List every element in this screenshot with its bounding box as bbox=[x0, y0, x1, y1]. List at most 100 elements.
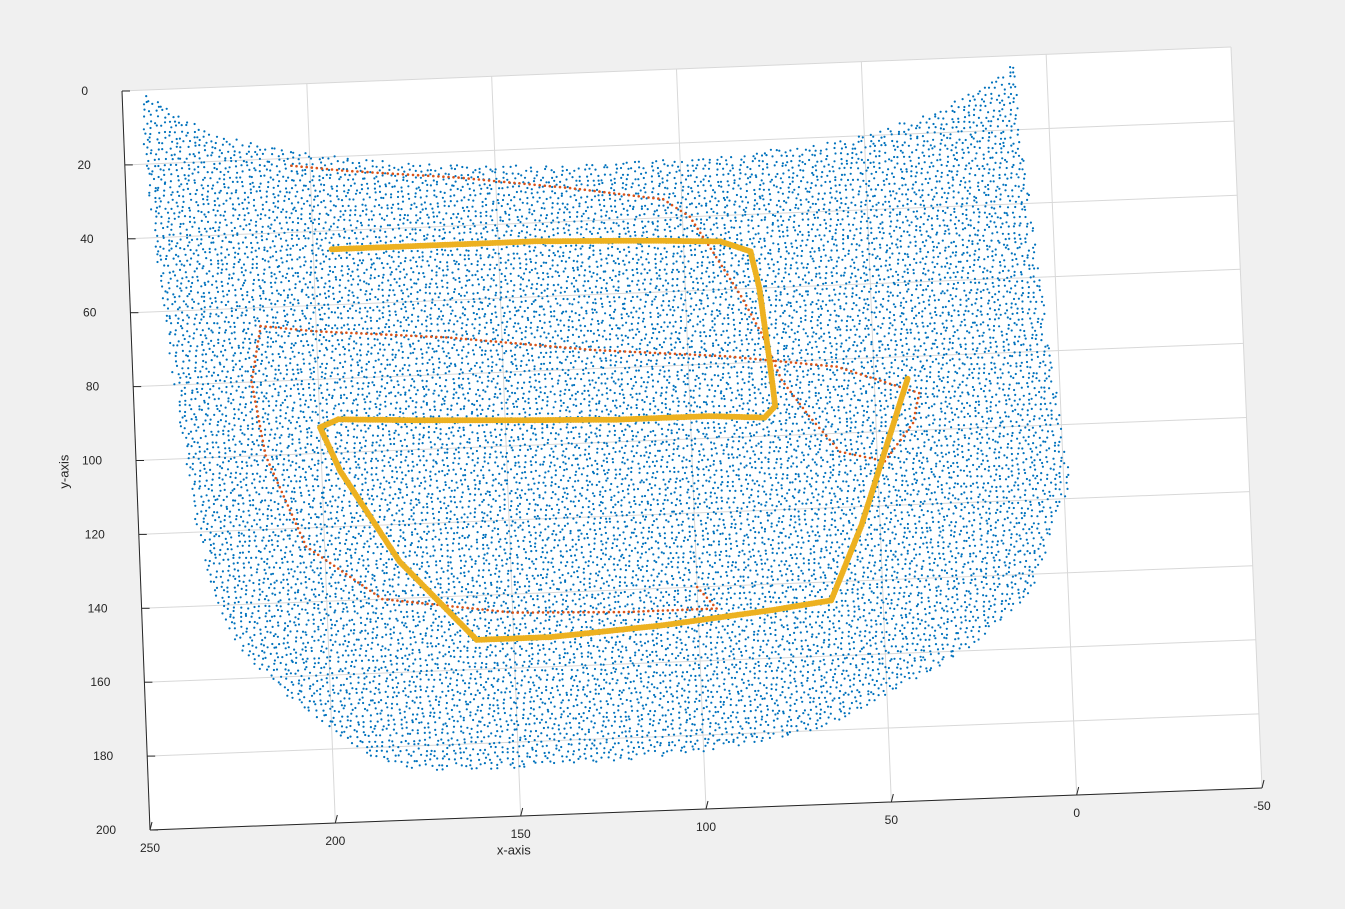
cloud-point bbox=[175, 163, 178, 166]
cloud-point bbox=[1023, 177, 1026, 180]
cloud-point bbox=[936, 262, 939, 265]
cloud-point bbox=[205, 257, 208, 260]
cloud-point bbox=[549, 267, 552, 270]
cloud-point bbox=[480, 232, 483, 235]
cloud-point bbox=[790, 242, 793, 245]
cloud-point bbox=[354, 213, 357, 216]
cloud-point bbox=[834, 176, 837, 179]
cloud-point bbox=[204, 283, 207, 286]
cloud-point bbox=[273, 273, 276, 276]
cloud-point bbox=[190, 198, 193, 201]
cloud-point bbox=[407, 295, 410, 298]
cloud-point bbox=[327, 289, 330, 293]
cloud-point bbox=[754, 300, 757, 303]
cloud-point bbox=[192, 153, 195, 156]
cloud-point bbox=[780, 304, 783, 307]
cloud-point bbox=[783, 287, 786, 290]
cloud-point bbox=[263, 327, 266, 330]
cloud-point bbox=[758, 164, 761, 167]
cloud-point bbox=[821, 171, 824, 174]
cloud-point bbox=[259, 217, 262, 220]
cloud-point bbox=[350, 283, 353, 286]
cloud-point bbox=[178, 194, 181, 197]
cloud-point bbox=[200, 307, 203, 310]
cloud-point bbox=[701, 272, 704, 275]
cloud-point bbox=[403, 276, 406, 279]
cloud-point bbox=[979, 290, 983, 293]
cloud-point bbox=[200, 238, 203, 241]
cloud-point bbox=[225, 262, 229, 265]
cloud-point bbox=[831, 274, 834, 278]
cloud-point bbox=[393, 166, 396, 169]
cloud-point bbox=[935, 180, 939, 183]
cloud-point bbox=[170, 154, 173, 157]
cloud-point bbox=[306, 307, 309, 310]
cloud-point bbox=[162, 247, 165, 250]
cloud-point bbox=[891, 275, 894, 278]
cloud-point bbox=[642, 167, 645, 170]
cloud-point bbox=[153, 158, 156, 161]
cloud-point bbox=[1012, 71, 1015, 74]
cloud-point bbox=[1012, 163, 1015, 167]
cloud-point bbox=[938, 224, 941, 227]
cloud-point bbox=[988, 212, 991, 216]
cloud-point bbox=[333, 216, 336, 219]
y-grid-line bbox=[127, 194, 1238, 240]
cloud-point bbox=[659, 314, 662, 317]
cloud-point bbox=[319, 232, 322, 235]
cloud-point bbox=[228, 240, 231, 243]
cloud-point bbox=[328, 285, 331, 288]
cloud-point bbox=[801, 278, 805, 281]
cloud-point bbox=[384, 193, 387, 196]
cloud-point bbox=[301, 174, 304, 177]
cloud-point bbox=[256, 317, 259, 320]
cloud-point bbox=[218, 221, 222, 224]
cloud-point bbox=[667, 196, 671, 199]
cloud-point bbox=[521, 278, 525, 281]
cloud-point bbox=[568, 211, 571, 214]
cloud-point bbox=[460, 199, 463, 202]
cloud-point bbox=[709, 200, 712, 203]
cloud-point bbox=[672, 290, 675, 293]
cloud-point bbox=[399, 214, 402, 217]
cloud-point bbox=[771, 221, 775, 225]
cloud-point bbox=[365, 299, 369, 302]
cloud-point bbox=[882, 231, 885, 235]
cloud-point bbox=[193, 323, 196, 326]
cloud-point bbox=[690, 297, 693, 300]
cloud-point bbox=[920, 233, 923, 236]
cloud-point bbox=[1013, 270, 1016, 273]
cloud-point bbox=[348, 219, 351, 222]
cloud-point bbox=[412, 271, 415, 274]
cloud-point bbox=[920, 172, 923, 175]
cloud-point bbox=[533, 315, 536, 318]
cloud-point bbox=[689, 249, 693, 252]
cloud-point bbox=[170, 173, 173, 176]
cloud-point bbox=[700, 277, 703, 280]
cloud-point bbox=[351, 317, 354, 320]
cloud-point bbox=[795, 261, 798, 264]
cloud-point bbox=[360, 262, 363, 265]
cloud-point bbox=[242, 228, 245, 231]
cloud-point bbox=[498, 187, 501, 190]
cloud-point bbox=[162, 169, 165, 172]
cloud-point bbox=[755, 175, 758, 179]
cloud-point bbox=[226, 248, 229, 251]
cloud-point bbox=[556, 216, 559, 219]
cloud-point bbox=[746, 177, 750, 180]
cloud-point bbox=[987, 139, 990, 142]
cloud-point bbox=[780, 280, 784, 283]
cloud-point bbox=[324, 327, 327, 331]
cloud-point bbox=[250, 333, 253, 336]
cloud-point bbox=[521, 315, 524, 318]
cloud-point bbox=[871, 275, 875, 278]
cloud-point bbox=[737, 260, 741, 263]
cloud-point bbox=[594, 285, 598, 288]
cloud-point bbox=[946, 206, 949, 209]
cloud-point bbox=[1018, 215, 1021, 218]
cloud-point bbox=[968, 234, 972, 237]
cloud-point bbox=[244, 269, 247, 272]
cloud-point bbox=[156, 253, 159, 256]
cloud-point bbox=[654, 266, 657, 269]
cloud-point bbox=[883, 135, 886, 138]
